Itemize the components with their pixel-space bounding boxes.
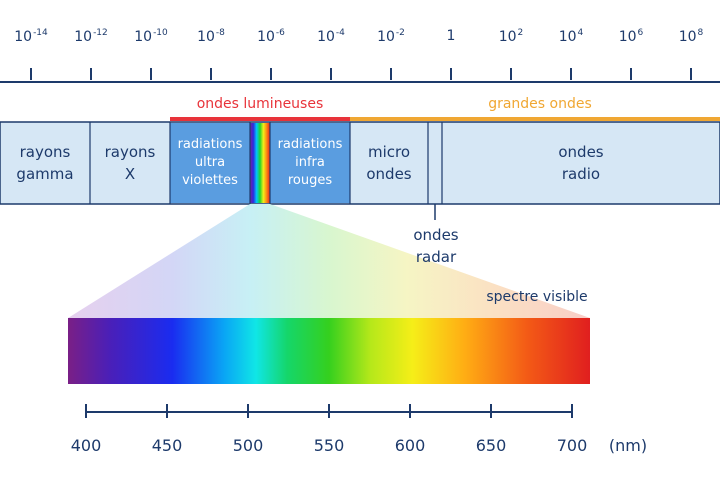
nm-tick-label: 600 [394, 436, 426, 455]
microwaves-label: micro ondes [366, 143, 412, 183]
spectrum-band [0, 121, 720, 205]
scale-tick-label: 10-4 [317, 28, 345, 45]
uv-cell-bg [170, 123, 250, 203]
scale-tick-label: 104 [558, 28, 584, 45]
infrared-label: radiations infra rouges [277, 137, 343, 188]
radar-waves-label: ondes radar [413, 226, 459, 266]
long-waves-title: grandes ondes [488, 96, 592, 112]
scale-tick-label: 106 [618, 28, 644, 45]
gamma-rays-label: rayons gamma [16, 143, 74, 183]
ultraviolet-label: radiations ultra violettes [177, 137, 243, 188]
scale-tick-label: 10-10 [134, 28, 168, 45]
scale-tick-label: 108 [678, 28, 704, 45]
nm-tick-label: 550 [313, 436, 345, 455]
scale-tick-label: 102 [498, 28, 524, 45]
scale-tick-label: 10-6 [257, 28, 285, 45]
visible-strip [250, 123, 270, 203]
scale-tick-label: 10-8 [197, 28, 225, 45]
x-rays-label: rayons X [104, 143, 156, 183]
radio-waves-label: ondes radio [558, 143, 604, 183]
nm-ticks [85, 404, 573, 418]
nm-unit-label: (nm) [608, 436, 648, 455]
nm-tick-label: 500 [232, 436, 264, 455]
nm-tick-label: 700 [556, 436, 588, 455]
visible-spectrum-label: spectre visible [486, 289, 588, 305]
nm-tick-label: 650 [475, 436, 507, 455]
scale-ticks [30, 68, 692, 80]
scale-tick-label: 10-14 [14, 28, 48, 45]
visible-fan [68, 204, 590, 318]
ir-cell-bg [270, 123, 350, 203]
scale-tick-label: 1 [446, 28, 456, 44]
scale-tick-label: 10-12 [74, 28, 108, 45]
nm-tick-label: 450 [151, 436, 183, 455]
scale-tick-label: 10-2 [377, 28, 405, 45]
nm-tick-label: 400 [70, 436, 102, 455]
visible-spectrum-bar [68, 318, 590, 384]
light-waves-title: ondes lumineuses [196, 96, 324, 112]
